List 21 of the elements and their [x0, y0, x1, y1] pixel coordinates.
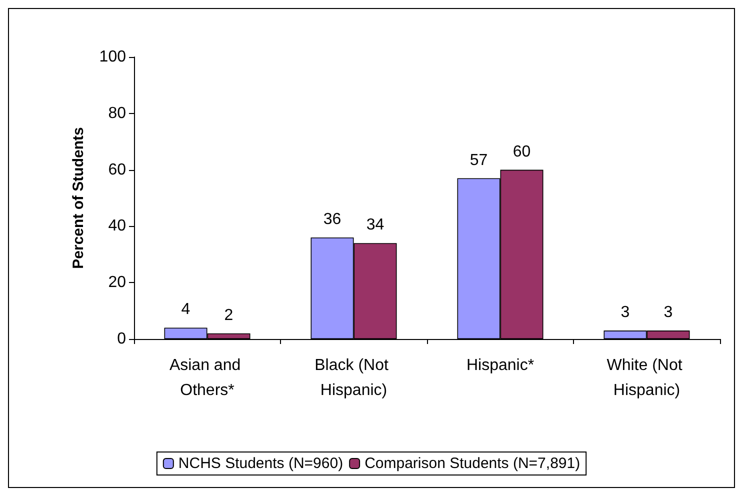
x-tick-label: Asian and Others* — [169, 357, 246, 399]
data-label: 2 — [224, 306, 234, 324]
data-label: 3 — [664, 304, 673, 322]
data-label: 60 — [512, 143, 531, 160]
data-label: 36 — [323, 210, 342, 228]
y-tick-label: 20 — [108, 274, 126, 292]
data-label: 3 — [620, 304, 630, 322]
x-tick-label: White (Not Hispanic) — [606, 357, 687, 399]
y-axis-title: Percent of Students — [70, 127, 87, 269]
y-tick-label: 60 — [108, 161, 126, 178]
data-label: 4 — [181, 301, 190, 318]
y-tick-label: 0 — [117, 330, 126, 348]
y-tick-label: 80 — [108, 104, 126, 122]
data-label: 57 — [470, 152, 488, 169]
y-tick-label: 100 — [99, 48, 126, 66]
legend-label: NCHS Students (N=960) — [178, 455, 344, 472]
data-label: 34 — [366, 216, 384, 234]
x-tick-label: Hispanic* — [466, 357, 534, 374]
legend-label: Comparison Students (N=7,891) — [364, 455, 580, 472]
x-tick-label: Black (Not Hispanic) — [314, 357, 393, 399]
y-tick-label: 40 — [108, 218, 126, 235]
